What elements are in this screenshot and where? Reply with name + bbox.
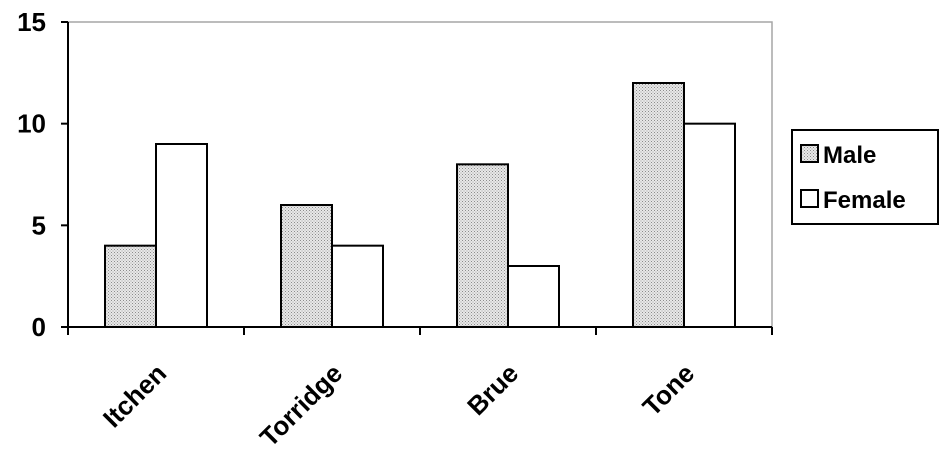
x-tick-label: Itchen bbox=[97, 358, 172, 433]
bar-female-brue bbox=[507, 265, 560, 328]
bars-group bbox=[104, 82, 736, 329]
x-tick-label: Tone bbox=[636, 358, 700, 422]
x-tick-label: Brue bbox=[461, 358, 524, 421]
legend-label-female: Female bbox=[823, 187, 906, 214]
bar-female-tone bbox=[683, 122, 736, 328]
bar-male-torridge bbox=[280, 204, 333, 328]
y-tick-label: 5 bbox=[32, 210, 46, 240]
bar-male-itchen bbox=[104, 244, 157, 329]
y-axis: 0 5 10 15 bbox=[17, 7, 69, 342]
bar-male-tone bbox=[632, 82, 685, 328]
y-tick-label: 10 bbox=[17, 109, 46, 139]
bar-male-brue bbox=[456, 163, 509, 328]
legend: Male Female bbox=[791, 129, 939, 225]
y-tick-label: 15 bbox=[17, 7, 46, 37]
bar-female-itchen bbox=[155, 143, 208, 328]
legend-swatch-male bbox=[800, 144, 819, 163]
y-tick-label: 0 bbox=[32, 312, 46, 342]
x-tick-label: Torridge bbox=[254, 358, 348, 452]
legend-swatch-female bbox=[800, 189, 819, 208]
x-axis: Itchen Torridge Brue Tone bbox=[67, 326, 773, 452]
bar-female-torridge bbox=[331, 244, 384, 329]
legend-label-male: Male bbox=[823, 142, 876, 169]
